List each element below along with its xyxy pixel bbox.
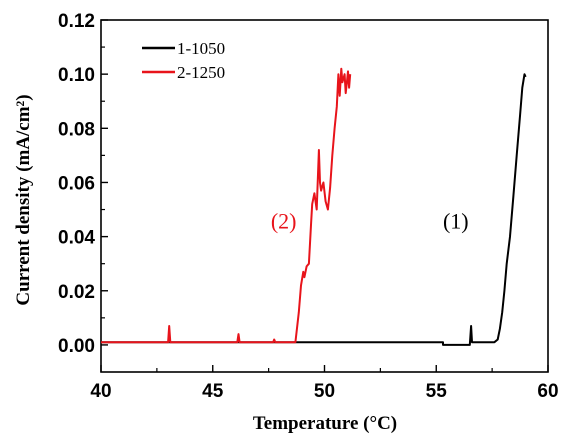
curve-annotation: (1) xyxy=(443,208,469,233)
legend-label: 2-1250 xyxy=(177,63,225,82)
y-tick-label: 0.06 xyxy=(58,173,95,194)
y-tick-label: 0.04 xyxy=(58,228,95,249)
y-tick-label: 0.00 xyxy=(58,336,95,357)
legend: 1-1050 2-1250 xyxy=(142,39,225,82)
y-tick-label: 0.08 xyxy=(58,119,95,140)
x-tick-label: 60 xyxy=(537,381,558,402)
y-axis-title: Current density (mA/cm²) xyxy=(13,94,34,305)
annotation-layer: (2) (1) xyxy=(271,208,469,233)
tick-labels: 40 45 50 55 60 0.00 0.02 0.04 0.06 0.08 0.10 0.12 xyxy=(58,11,559,402)
x-tick-label: 50 xyxy=(314,381,335,402)
y-tick-label: 0.10 xyxy=(58,65,95,86)
series-layer xyxy=(101,67,527,346)
tick-marks xyxy=(100,19,549,372)
x-tick-label: 45 xyxy=(202,381,224,402)
curve-annotation: (2) xyxy=(271,208,297,233)
y-tick-label: 0.02 xyxy=(58,282,95,303)
series-line-2-1250 xyxy=(101,67,352,344)
legend-label: 1-1050 xyxy=(177,39,225,58)
x-axis-title: Temperature (°C) xyxy=(253,413,397,434)
series-line-1-1050 xyxy=(101,73,527,346)
y-tick-label: 0.12 xyxy=(58,11,95,32)
x-tick-label: 55 xyxy=(426,381,448,402)
x-tick-label: 40 xyxy=(90,381,111,402)
